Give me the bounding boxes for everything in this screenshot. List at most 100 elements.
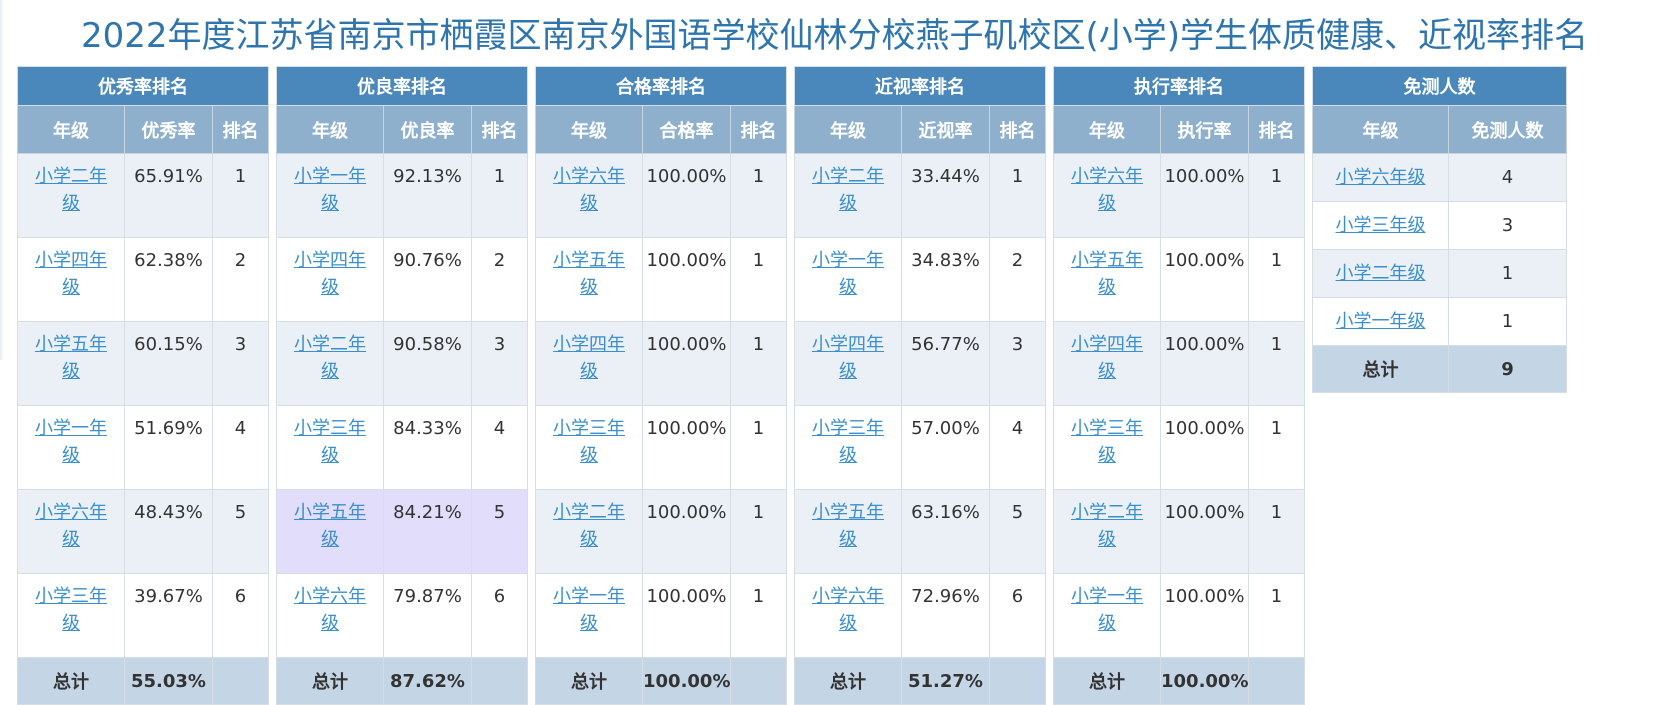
rate-cell: 84.21% — [383, 489, 472, 574]
grade-link[interactable]: 小学四年级 — [553, 334, 625, 382]
grade-link[interactable]: 小学三年级 — [1071, 418, 1143, 466]
grade-link[interactable]: 小学四年级 — [294, 250, 366, 298]
grade-link[interactable]: 小学二年级 — [1335, 263, 1426, 284]
grade-cell: 小学二年级 — [794, 153, 902, 238]
rate-cell: 65.91% — [124, 153, 213, 238]
rate-cell: 90.76% — [383, 237, 472, 322]
total-label: 总计 — [276, 657, 384, 705]
table-row: 小学六年级 100.00% 1 — [535, 153, 788, 238]
grade-cell: 小学三年级 — [276, 405, 384, 490]
grade-link[interactable]: 小学一年级 — [1335, 311, 1426, 332]
grade-link[interactable]: 小学六年级 — [294, 586, 366, 634]
grade-link[interactable]: 小学五年级 — [553, 250, 625, 298]
pass-rate-table: 合格率排名 年级 合格率 排名 小学六年级 100.00% 1 小学五年级 100.00% 1 小学… — [534, 66, 788, 705]
rank-cell: 1 — [729, 321, 788, 406]
rank-cell: 1 — [1247, 153, 1306, 238]
grade-link[interactable]: 小学六年级 — [1335, 167, 1426, 188]
rate-cell: 100.00% — [1160, 237, 1249, 322]
total-value: 100.00% — [1160, 657, 1249, 705]
grade-cell: 小学三年级 — [794, 405, 902, 490]
table-row: 小学一年级 100.00% 1 — [1053, 573, 1306, 658]
grade-link[interactable]: 小学六年级 — [553, 166, 625, 214]
grade-link[interactable]: 小学五年级 — [812, 502, 884, 550]
total-value: 51.27% — [901, 657, 990, 705]
grade-link[interactable]: 小学六年级 — [1071, 166, 1143, 214]
rate-cell: 100.00% — [1160, 153, 1249, 238]
table-row: 小学二年级 1 — [1312, 249, 1567, 298]
grade-cell: 小学四年级 — [17, 237, 125, 322]
grade-link[interactable]: 小学一年级 — [294, 166, 366, 214]
grade-link[interactable]: 小学四年级 — [812, 334, 884, 382]
column-header-rank: 排名 — [1247, 105, 1306, 154]
grade-link[interactable]: 小学三年级 — [812, 418, 884, 466]
rate-cell: 72.96% — [901, 573, 990, 658]
grade-cell: 小学一年级 — [17, 405, 125, 490]
rate-cell: 100.00% — [1160, 573, 1249, 658]
rank-cell: 3 — [211, 321, 270, 406]
table-row: 小学五年级 100.00% 1 — [535, 237, 788, 322]
grade-link[interactable]: 小学二年级 — [35, 166, 107, 214]
rank-cell: 6 — [988, 573, 1047, 658]
grade-link[interactable]: 小学一年级 — [1071, 586, 1143, 634]
column-header-grade: 年级 — [17, 105, 125, 154]
grade-cell: 小学五年级 — [17, 321, 125, 406]
grade-cell: 小学六年级 — [1053, 153, 1161, 238]
total-label: 总计 — [1312, 345, 1449, 393]
grade-link[interactable]: 小学一年级 — [812, 250, 884, 298]
grade-link[interactable]: 小学五年级 — [35, 334, 107, 382]
grade-cell: 小学二年级 — [1312, 249, 1449, 298]
total-row: 总计 55.03% — [17, 657, 270, 705]
rate-cell: 34.83% — [901, 237, 990, 322]
rank-cell: 2 — [988, 237, 1047, 322]
table-row: 小学一年级 34.83% 2 — [794, 237, 1047, 322]
grade-cell: 小学一年级 — [1312, 297, 1449, 346]
grade-link[interactable]: 小学三年级 — [35, 586, 107, 634]
rate-cell: 100.00% — [1160, 489, 1249, 574]
grade-link[interactable]: 小学三年级 — [1335, 215, 1426, 236]
column-header-grade: 年级 — [1312, 105, 1449, 154]
grade-link[interactable]: 小学四年级 — [1071, 334, 1143, 382]
table-title: 免测人数 — [1312, 66, 1567, 106]
total-row: 总计 87.62% — [276, 657, 529, 705]
grade-link[interactable]: 小学五年级 — [1071, 250, 1143, 298]
total-value: 55.03% — [124, 657, 213, 705]
table-row: 小学六年级 4 — [1312, 153, 1567, 202]
table-row: 小学四年级 100.00% 1 — [535, 321, 788, 406]
table-row: 小学六年级 79.87% 6 — [276, 573, 529, 658]
grade-link[interactable]: 小学三年级 — [294, 418, 366, 466]
total-rank-empty — [1247, 657, 1306, 705]
table-title: 合格率排名 — [534, 66, 788, 106]
table-row: 小学六年级 72.96% 6 — [794, 573, 1047, 658]
rank-cell: 5 — [211, 489, 270, 574]
grade-cell: 小学二年级 — [535, 489, 643, 574]
rate-cell: 60.15% — [124, 321, 213, 406]
total-label: 总计 — [1053, 657, 1161, 705]
grade-link[interactable]: 小学二年级 — [812, 166, 884, 214]
rate-cell: 39.67% — [124, 573, 213, 658]
rate-cell: 56.77% — [901, 321, 990, 406]
table-row: 小学三年级 100.00% 1 — [535, 405, 788, 490]
grade-link[interactable]: 小学一年级 — [35, 418, 107, 466]
grade-link[interactable]: 小学六年级 — [812, 586, 884, 634]
column-header-rank: 排名 — [470, 105, 529, 154]
total-value: 9 — [1448, 345, 1567, 393]
table-row: 小学二年级 100.00% 1 — [1053, 489, 1306, 574]
grade-link[interactable]: 小学五年级 — [294, 502, 366, 550]
table-row: 小学一年级 92.13% 1 — [276, 153, 529, 238]
rate-cell: 100.00% — [642, 153, 731, 238]
grade-cell: 小学一年级 — [276, 153, 384, 238]
grade-link[interactable]: 小学四年级 — [35, 250, 107, 298]
grade-link[interactable]: 小学六年级 — [35, 502, 107, 550]
grade-link[interactable]: 小学一年级 — [553, 586, 625, 634]
table-title: 近视率排名 — [793, 66, 1047, 106]
execution-rate-table: 执行率排名 年级 执行率 排名 小学六年级 100.00% 1 小学五年级 100.00% 1 小学… — [1052, 66, 1306, 705]
grade-link[interactable]: 小学三年级 — [553, 418, 625, 466]
grade-cell: 小学四年级 — [1053, 321, 1161, 406]
grade-link[interactable]: 小学二年级 — [1071, 502, 1143, 550]
left-edge-shadow — [0, 0, 4, 360]
grade-link[interactable]: 小学二年级 — [294, 334, 366, 382]
grade-cell: 小学四年级 — [276, 237, 384, 322]
grade-link[interactable]: 小学二年级 — [553, 502, 625, 550]
rate-cell: 33.44% — [901, 153, 990, 238]
table-row: 小学三年级 57.00% 4 — [794, 405, 1047, 490]
